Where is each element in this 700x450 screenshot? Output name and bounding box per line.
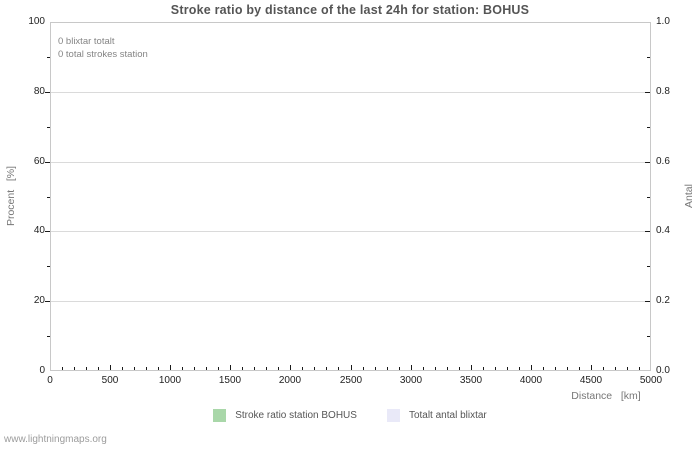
y-right-tick-label: 1.0 <box>656 16 670 27</box>
x-tick-label: 500 <box>101 375 119 386</box>
watermark: www.lightningmaps.org <box>4 434 107 445</box>
legend-swatch-total-strokes <box>386 409 400 422</box>
y-right-tick-label: 0.0 <box>656 365 670 376</box>
x-tick-label: 3500 <box>459 375 483 386</box>
y-left-tick-label: 80 <box>33 86 45 97</box>
annotation-line-total-strokes: 0 blixtar totalt <box>58 36 115 47</box>
legend-swatch-stroke-ratio <box>213 409 227 422</box>
plot-annotation: 0 blixtar totalt 0 total strokes station <box>58 35 148 61</box>
legend: Stroke ratio station BOHUS Totalt antal … <box>0 409 700 422</box>
x-tick-label: 4500 <box>579 375 603 386</box>
y-left-tick-label: 100 <box>28 16 45 27</box>
x-tick-label: 2500 <box>339 375 363 386</box>
x-tick-label: 0 <box>47 375 53 386</box>
y-left-tick-label: 40 <box>33 225 45 236</box>
y-right-tick-label: 0.2 <box>656 295 670 306</box>
x-tick-label: 1000 <box>158 375 182 386</box>
y-right-tick-label: 0.4 <box>656 225 670 236</box>
y-right-tick-label: 0.8 <box>656 86 670 97</box>
x-tick-label: 3000 <box>399 375 423 386</box>
y-right-axis-label: Antal <box>683 184 695 208</box>
x-axis-label: Distance [km] <box>571 390 641 402</box>
plot-area <box>50 22 651 371</box>
legend-label-stroke-ratio: Stroke ratio station BOHUS <box>235 410 357 421</box>
y-right-tick-label: 0.6 <box>656 156 670 167</box>
x-tick-label: 5000 <box>639 375 663 386</box>
legend-item-stroke-ratio: Stroke ratio station BOHUS <box>213 409 357 422</box>
x-tick-label: 1500 <box>218 375 242 386</box>
legend-item-total-strokes: Totalt antal blixtar <box>386 409 487 422</box>
y-left-tick-label: 20 <box>33 295 45 306</box>
legend-label-total-strokes: Totalt antal blixtar <box>408 410 487 421</box>
y-left-axis-label: Procent [%] <box>5 165 17 227</box>
y-left-tick-label: 0 <box>39 365 45 376</box>
annotation-line-station-strokes: 0 total strokes station <box>58 49 148 60</box>
chart-title: Stroke ratio by distance of the last 24h… <box>170 3 530 17</box>
x-tick-label: 2000 <box>278 375 302 386</box>
x-tick-label: 4000 <box>519 375 543 386</box>
